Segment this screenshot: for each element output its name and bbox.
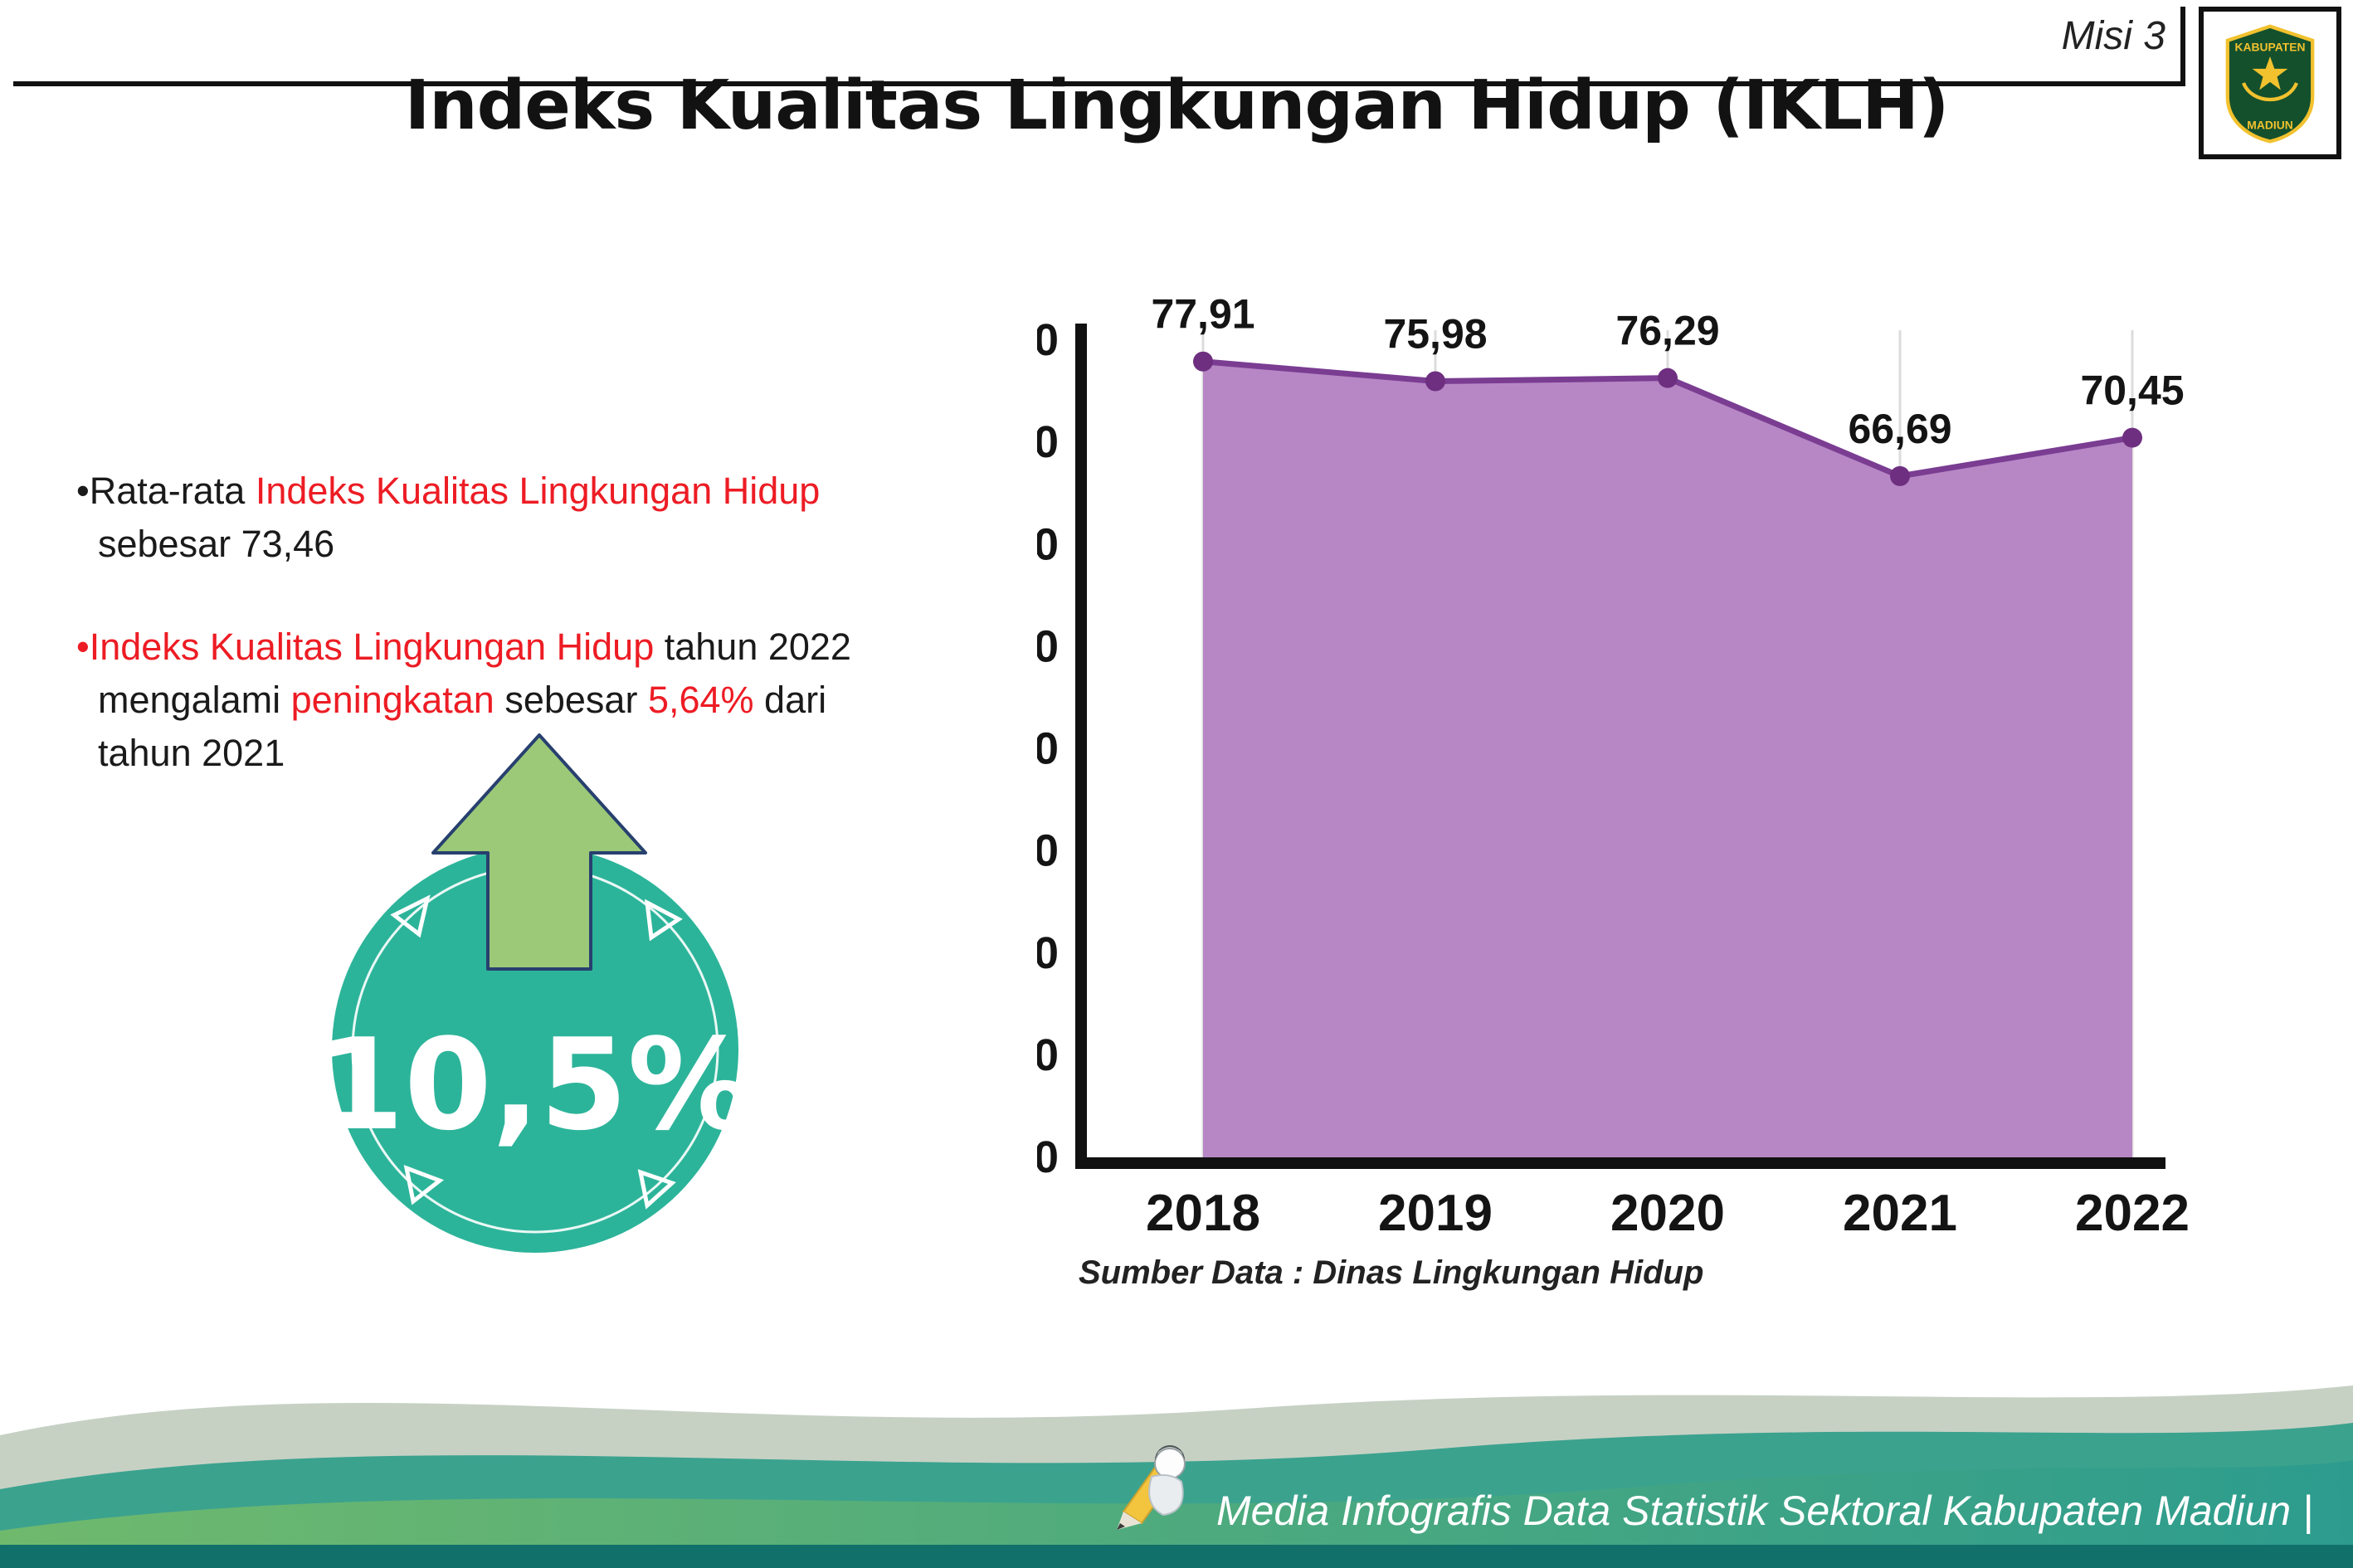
- svg-text:40: 40: [1037, 724, 1059, 774]
- svg-text:60: 60: [1037, 519, 1059, 569]
- kabupaten-madiun-logo: KABUPATEN MADIUN: [2199, 7, 2341, 159]
- header-rule: [13, 81, 2184, 86]
- misi-label: Misi 3: [2061, 14, 2165, 58]
- svg-text:76,29: 76,29: [1615, 308, 1719, 354]
- bullet-text-highlight: Indeks Kualitas Lingkungan Hidup: [255, 470, 821, 512]
- svg-text:2021: 2021: [1843, 1185, 1957, 1242]
- svg-text:80: 80: [1037, 315, 1059, 365]
- bullet-text: tahun 2022: [654, 625, 851, 668]
- logo-top-text: KABUPATEN: [2235, 41, 2306, 54]
- bullet-item-average: •Rata-rata Indeks Kualitas Lingkungan Hi…: [76, 465, 964, 571]
- triangle-decoration-icon: [390, 894, 431, 938]
- svg-text:2018: 2018: [1146, 1185, 1260, 1242]
- bullet-text: tahun 2021: [98, 731, 285, 774]
- up-arrow-icon: [431, 733, 647, 971]
- page-title: Indeks Kualitas Lingkungan Hidup (IKLH): [404, 66, 1950, 145]
- bullet-text-highlight: •Indeks Kualitas Lingkungan Hidup: [76, 625, 655, 668]
- footer-credit-text: Media Infografis Data Statistik Sektoral…: [1215, 1488, 2313, 1534]
- svg-text:75,98: 75,98: [1383, 310, 1487, 357]
- bullet-text: mengalami: [98, 678, 291, 721]
- bullet-text: sebesar: [494, 678, 648, 721]
- chart-canvas: 77,91 2018 75,98 2019 76,29 2020 66,69 2021 70,4…: [1009, 291, 2190, 1242]
- svg-text:70: 70: [1037, 417, 1059, 467]
- svg-text:30: 30: [1037, 826, 1059, 876]
- svg-text:2019: 2019: [1378, 1185, 1493, 1242]
- mascot-icon: [1116, 1445, 1186, 1530]
- bullet-text: sebesar 73,46: [98, 522, 335, 565]
- svg-text:50: 50: [1037, 621, 1059, 671]
- bullet-text-highlight: 5,64%: [647, 678, 754, 721]
- increase-badge: 10,5%: [282, 720, 813, 1326]
- header-rule-corner: [2180, 7, 2185, 86]
- svg-text:0: 0: [1037, 1132, 1059, 1182]
- bullet-text: •Rata-rata: [76, 470, 256, 512]
- footer-credit: Media Infografis Data Statistik Sektoral…: [1112, 1435, 2313, 1535]
- svg-text:20: 20: [1037, 928, 1059, 978]
- logo-bottom-text: MADIUN: [2247, 118, 2292, 131]
- triangle-decoration-icon: [644, 898, 683, 942]
- badge-circle: [332, 846, 738, 1253]
- svg-text:70,45: 70,45: [2080, 368, 2184, 414]
- iklh-area-chart: 77,91 2018 75,98 2019 76,29 2020 66,69 2021 70,4…: [1009, 290, 2199, 1327]
- bullet-item-increase: •Indeks Kualitas Lingkungan Hidup tahun …: [76, 621, 964, 780]
- svg-text:2022: 2022: [2075, 1185, 2190, 1242]
- bullet-text-highlight: peningkatan: [290, 678, 494, 721]
- svg-text:77,91: 77,91: [1151, 291, 1254, 338]
- crest-icon: KABUPATEN MADIUN: [2225, 24, 2315, 144]
- bullet-text: dari: [753, 678, 827, 721]
- percentage-label: 10,5%: [316, 1011, 753, 1158]
- svg-text:66,69: 66,69: [1848, 406, 1951, 452]
- bullet-list: •Rata-rata Indeks Kualitas Lingkungan Hi…: [76, 465, 964, 829]
- triangle-decoration-icon: [403, 1165, 445, 1205]
- chart-source: Sumber Data : Dinas Lingkungan Hidup: [1079, 1254, 1704, 1291]
- svg-text:10: 10: [1037, 1030, 1059, 1080]
- triangle-decoration-icon: [637, 1169, 676, 1210]
- svg-text:2020: 2020: [1610, 1185, 1725, 1242]
